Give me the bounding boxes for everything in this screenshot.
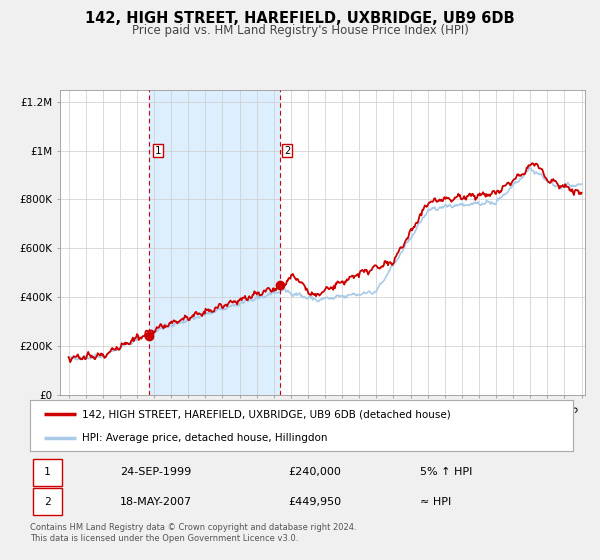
Bar	[149, 90, 280, 395]
Text: Contains HM Land Registry data © Crown copyright and database right 2024.
This d: Contains HM Land Registry data © Crown c…	[30, 524, 356, 543]
Text: HPI: Average price, detached house, Hillingdon: HPI: Average price, detached house, Hill…	[82, 433, 327, 443]
Text: 24-SEP-1999: 24-SEP-1999	[120, 468, 191, 478]
Text: 5% ↑ HPI: 5% ↑ HPI	[420, 468, 472, 478]
Text: 1: 1	[155, 146, 161, 156]
Text: 2: 2	[44, 497, 51, 507]
Text: 18-MAY-2007: 18-MAY-2007	[120, 497, 192, 507]
Text: 142, HIGH STREET, HAREFIELD, UXBRIDGE, UB9 6DB (detached house): 142, HIGH STREET, HAREFIELD, UXBRIDGE, U…	[82, 409, 451, 419]
Text: ≈ HPI: ≈ HPI	[420, 497, 451, 507]
Text: 142, HIGH STREET, HAREFIELD, UXBRIDGE, UB9 6DB: 142, HIGH STREET, HAREFIELD, UXBRIDGE, U…	[85, 11, 515, 26]
Text: 1: 1	[44, 468, 51, 478]
Text: £449,950: £449,950	[288, 497, 341, 507]
Text: £240,000: £240,000	[288, 468, 341, 478]
Text: 2: 2	[284, 146, 290, 156]
Text: Price paid vs. HM Land Registry's House Price Index (HPI): Price paid vs. HM Land Registry's House …	[131, 24, 469, 36]
